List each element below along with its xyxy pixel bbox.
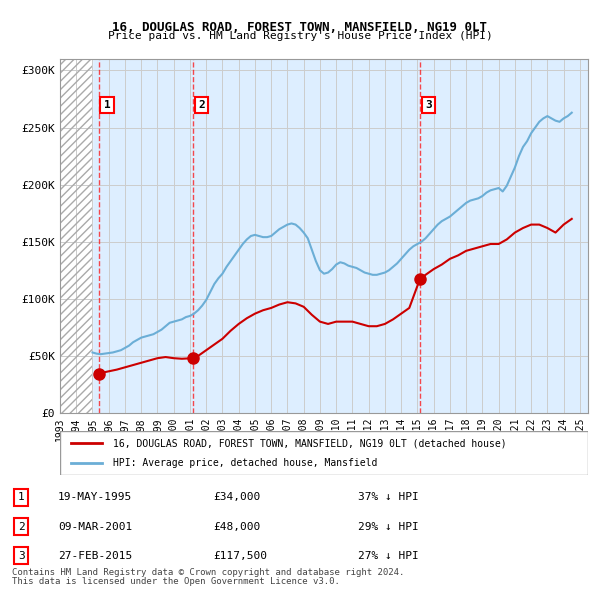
Text: £117,500: £117,500 xyxy=(214,551,268,560)
Text: 1: 1 xyxy=(18,493,25,502)
Text: 19-MAY-1995: 19-MAY-1995 xyxy=(58,493,133,502)
Text: 27-FEB-2015: 27-FEB-2015 xyxy=(58,551,133,560)
FancyBboxPatch shape xyxy=(60,431,588,475)
Text: 2: 2 xyxy=(198,100,205,110)
Bar xyxy=(60,59,92,413)
Text: HPI: Average price, detached house, Mansfield: HPI: Average price, detached house, Mans… xyxy=(113,458,377,467)
Text: 3: 3 xyxy=(425,100,431,110)
Text: Contains HM Land Registry data © Crown copyright and database right 2024.: Contains HM Land Registry data © Crown c… xyxy=(12,568,404,577)
Text: £48,000: £48,000 xyxy=(214,522,261,532)
Text: 09-MAR-2001: 09-MAR-2001 xyxy=(58,522,133,532)
Bar xyxy=(60,59,92,413)
Text: Price paid vs. HM Land Registry's House Price Index (HPI): Price paid vs. HM Land Registry's House … xyxy=(107,31,493,41)
Text: 3: 3 xyxy=(18,551,25,560)
Text: This data is licensed under the Open Government Licence v3.0.: This data is licensed under the Open Gov… xyxy=(12,577,340,586)
Text: 29% ↓ HPI: 29% ↓ HPI xyxy=(358,522,418,532)
Text: 1: 1 xyxy=(104,100,110,110)
Text: £34,000: £34,000 xyxy=(214,493,261,502)
Text: 27% ↓ HPI: 27% ↓ HPI xyxy=(358,551,418,560)
Text: 37% ↓ HPI: 37% ↓ HPI xyxy=(358,493,418,502)
Text: 16, DOUGLAS ROAD, FOREST TOWN, MANSFIELD, NG19 0LT: 16, DOUGLAS ROAD, FOREST TOWN, MANSFIELD… xyxy=(113,21,487,34)
Text: 16, DOUGLAS ROAD, FOREST TOWN, MANSFIELD, NG19 0LT (detached house): 16, DOUGLAS ROAD, FOREST TOWN, MANSFIELD… xyxy=(113,438,506,448)
Text: 2: 2 xyxy=(18,522,25,532)
